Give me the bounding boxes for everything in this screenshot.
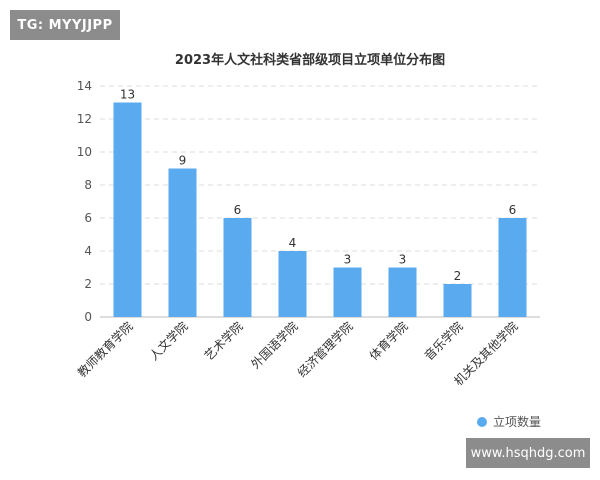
- x-category-label: 艺术学院: [201, 319, 246, 364]
- chart-title: 2023年人文社科类省部级项目立项单位分布图: [175, 52, 445, 68]
- x-category-label: 经济管理学院: [294, 319, 356, 381]
- legend-label: 立项数量: [493, 414, 541, 429]
- site-watermark: www.hsqhdg.com: [466, 438, 590, 468]
- y-tick-label: 14: [77, 79, 92, 93]
- bar: [278, 251, 307, 317]
- bar: [498, 218, 527, 317]
- grid-lines: [100, 85, 540, 318]
- bar: [113, 102, 142, 317]
- x-category-label: 外国语学院: [248, 319, 301, 372]
- y-tick-label: 4: [84, 244, 92, 258]
- data-label: 6: [234, 203, 242, 217]
- y-tick-label: 2: [84, 277, 92, 291]
- data-label: 2: [454, 269, 462, 283]
- bar: [388, 267, 417, 317]
- y-tick-label: 6: [84, 211, 92, 225]
- tg-watermark: TG: MYYJJPP: [10, 10, 120, 40]
- bar: [443, 284, 472, 317]
- x-category-label: 体育学院: [366, 319, 411, 364]
- bars: [113, 102, 527, 317]
- bar: [223, 218, 252, 317]
- data-label: 9: [179, 154, 187, 168]
- data-label: 3: [344, 253, 352, 267]
- bar: [168, 168, 197, 317]
- legend-marker: [477, 417, 487, 427]
- y-tick-label: 12: [77, 112, 92, 126]
- bar: [333, 267, 362, 317]
- y-axis-ticks: 0 2 4 6 8 10 12 14: [77, 79, 92, 324]
- y-tick-label: 0: [84, 310, 92, 324]
- x-category-label: 音乐学院: [421, 319, 466, 364]
- data-label: 4: [289, 236, 297, 250]
- data-labels: 13 9 6 4 3 3 2 6: [120, 88, 516, 284]
- legend: 立项数量: [477, 414, 541, 429]
- data-label: 6: [509, 203, 517, 217]
- y-tick-label: 8: [84, 178, 92, 192]
- data-label: 3: [399, 253, 407, 267]
- data-label: 13: [120, 88, 135, 102]
- x-category-label: 人文学院: [146, 319, 191, 364]
- x-category-label: 教师教育学院: [74, 319, 136, 381]
- y-tick-label: 10: [77, 145, 92, 159]
